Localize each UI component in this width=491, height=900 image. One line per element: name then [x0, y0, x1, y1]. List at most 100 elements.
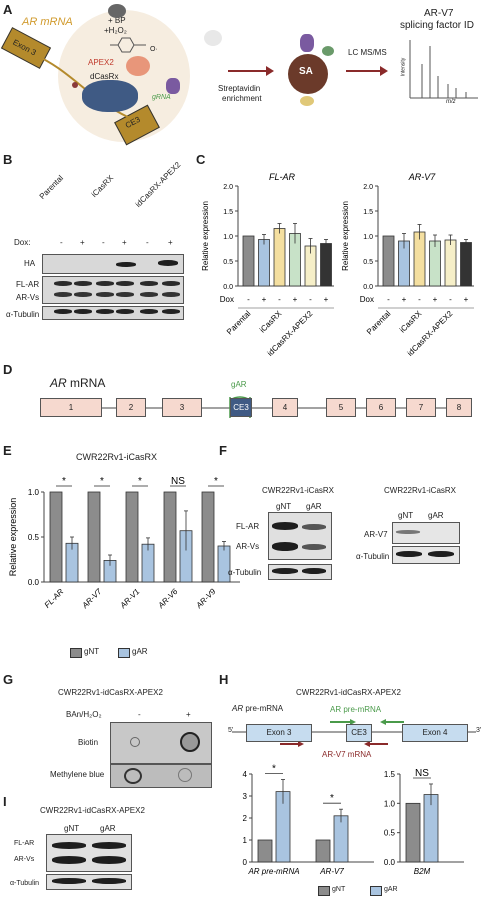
streptavidin-label: Streptavidin [218, 84, 261, 93]
h-legend-gar-swatch [370, 886, 382, 896]
bar-gNT [201, 491, 215, 583]
dox-sign: + [168, 238, 173, 247]
group-label: Parental [225, 309, 253, 337]
sa-green-icon [322, 46, 334, 56]
panel-label-g: G [3, 672, 14, 687]
g-treat-label: BAn/H₂O₂ [66, 710, 102, 719]
dox-sign: - [387, 295, 390, 304]
band-tubulin [54, 309, 72, 314]
sig-label: * [214, 476, 218, 487]
f2-lane-gar: gAR [428, 511, 444, 520]
y-tick-label: 0.0 [223, 284, 233, 291]
sig-label: * [100, 476, 104, 487]
band-tubulin [96, 309, 114, 314]
band-tubulin [116, 309, 134, 314]
dox-sign: - [102, 238, 105, 247]
panel-e-title: CWR22Rv1-iCasRX [76, 452, 158, 462]
chart-ar-v7: AR-V7 Relative expression 0.0 0.5 1.0 1.5 2.0 -… [341, 172, 474, 358]
exon-1: 1 [40, 398, 102, 417]
h-exon3: Exon 3 [246, 724, 312, 742]
band-ar-vs [140, 292, 158, 297]
category-label: B2M [414, 867, 431, 876]
sig-label: * [272, 764, 276, 775]
exon-4: 4 [272, 398, 298, 417]
dox-sign: + [122, 238, 127, 247]
intensity-label: Intensity [400, 57, 407, 77]
f2-blot-ar-v7 [392, 522, 460, 544]
dox-label: Dox [360, 295, 374, 304]
band-ar-vs [54, 292, 72, 297]
group-label: iCasRX [398, 309, 424, 335]
lane-label-icasrx: iCasRX [89, 173, 116, 199]
ar-mrna-label: AR mRNA [22, 16, 73, 28]
y-tick-label: 2.0 [223, 184, 233, 191]
y-tick-label: 0.0 [28, 578, 40, 587]
panel-label-b: B [3, 152, 13, 167]
category-label: AR pre-mRNA [247, 867, 299, 876]
y-tick-label: 0 [243, 858, 248, 867]
f2-band-tub-gar [428, 551, 454, 557]
white-protein-icon [204, 30, 222, 46]
band-ha-2 [158, 260, 178, 266]
exon-6: 6 [366, 398, 396, 417]
gar-label: gAR [231, 380, 247, 389]
g-dot-biotin-minus [130, 737, 140, 747]
bar [429, 240, 441, 287]
chart-title: AR-V7 [408, 172, 437, 182]
exon-2: 2 [116, 398, 146, 417]
i-band-arvs-gnt [52, 856, 86, 864]
panel-g-title: CWR22Rv1-idCasRX-APEX2 [58, 688, 163, 697]
sig-label: * [330, 793, 334, 804]
panel-f-title-1: CWR22Rv1-iCasRX [262, 486, 335, 495]
i-row-fl-ar: FL-AR [14, 840, 35, 847]
dcasrx-protein-icon [82, 80, 138, 112]
y-tick-label: 3 [243, 792, 248, 801]
f2-band-tub-gnt [396, 551, 422, 557]
category-label: FL-AR [43, 587, 66, 610]
panel-label-e: E [3, 443, 12, 458]
sa-yellow-icon [300, 96, 314, 106]
f2-lane-gnt: gNT [398, 511, 414, 520]
dox-label: Dox: [14, 238, 31, 247]
sa-bead [288, 54, 328, 94]
f1-band-arvs-gnt [272, 542, 298, 551]
enrichment-label: enrichment [222, 94, 262, 103]
i-lane-gar: gAR [100, 824, 116, 833]
mz-label: m/z [446, 99, 456, 105]
row-label-ar-vs: AR-Vs [16, 293, 40, 302]
bar [444, 239, 457, 287]
dox-sign: - [60, 238, 63, 247]
y-tick-label: 1.0 [223, 234, 233, 241]
y-tick-label: 1.0 [28, 488, 40, 497]
dox-sign: + [262, 295, 267, 304]
h-legend-gnt-label: gNT [332, 886, 346, 893]
panel-h-charts: 0 1 2 3 4 * AR pre-mRNA * AR-V7 0.0 0.5 1.0 1.5 NS B2… [243, 764, 464, 876]
band-tubulin [140, 309, 158, 314]
exon-3: 3 [162, 398, 202, 417]
dox-sign: + [80, 238, 85, 247]
panel-e-chart: 0.0 0.5 1.0 Relative expression * FL-AR * AR-V7… [8, 476, 240, 611]
category-label: AR-V6 [156, 587, 180, 611]
band-fl-ar [54, 281, 72, 286]
dox-sign: - [247, 295, 250, 304]
i-band-tub-gnt [52, 878, 86, 884]
f2-blot-tubulin [392, 546, 460, 564]
f2-row-tubulin: α-Tubulin [356, 552, 390, 561]
h-pre-mrna-title: AR pre-mRNA [232, 704, 283, 713]
h-primer1-label: AR pre-mRNA [330, 705, 382, 714]
h-ce3: CE3 [346, 724, 372, 742]
bp-molecule-icon [110, 37, 146, 53]
row-label-tubulin: α-Tubulin [6, 310, 40, 319]
sig-label: * [138, 476, 142, 487]
i-band-tub-gar [92, 878, 126, 884]
dox-sign: - [278, 295, 281, 304]
bar [413, 231, 426, 287]
dox-label: Dox [220, 295, 234, 304]
exon-5: 5 [326, 398, 356, 417]
legend-gnt-label: gNT [84, 647, 100, 656]
dox-sign: - [146, 238, 149, 247]
f2-row-ar-v7: AR-V7 [364, 530, 388, 539]
y-tick-label: 1.5 [363, 209, 373, 216]
i-band-flar-gar [92, 842, 126, 849]
g-minus-label: - [138, 710, 141, 719]
